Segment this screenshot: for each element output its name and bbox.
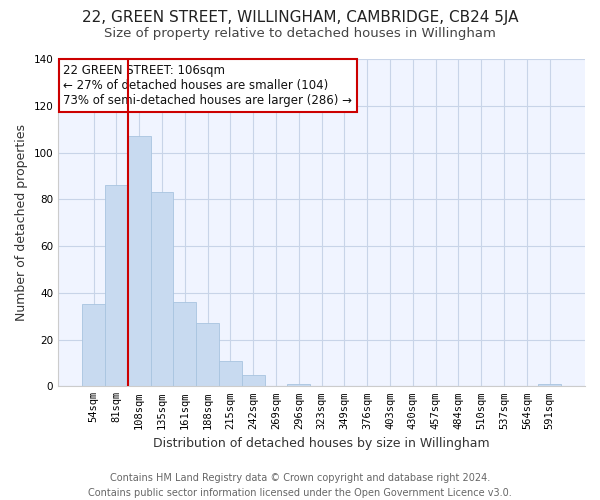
Bar (173, 302, 196, 386)
Y-axis label: Number of detached properties: Number of detached properties (15, 124, 28, 321)
Bar (538, 384, 561, 386)
Bar (219, 360, 242, 386)
Text: Contains HM Land Registry data © Crown copyright and database right 2024.
Contai: Contains HM Land Registry data © Crown c… (88, 472, 512, 498)
Text: Size of property relative to detached houses in Willingham: Size of property relative to detached ho… (104, 28, 496, 40)
Bar (196, 323, 219, 386)
Bar (82, 304, 105, 386)
Bar (151, 192, 173, 386)
Bar (242, 374, 265, 386)
Bar (128, 136, 151, 386)
Text: 22 GREEN STREET: 106sqm
← 27% of detached houses are smaller (104)
73% of semi-d: 22 GREEN STREET: 106sqm ← 27% of detache… (64, 64, 352, 107)
Bar (105, 185, 128, 386)
X-axis label: Distribution of detached houses by size in Willingham: Distribution of detached houses by size … (153, 437, 490, 450)
Bar (287, 384, 310, 386)
Text: 22, GREEN STREET, WILLINGHAM, CAMBRIDGE, CB24 5JA: 22, GREEN STREET, WILLINGHAM, CAMBRIDGE,… (82, 10, 518, 25)
